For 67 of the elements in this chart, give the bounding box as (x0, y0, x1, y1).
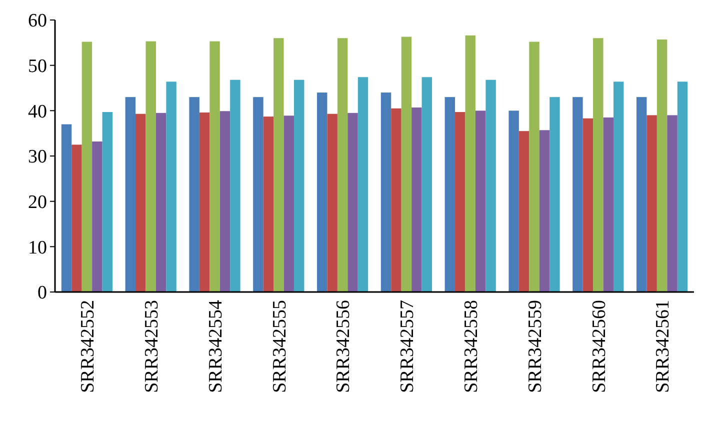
bar (166, 82, 176, 292)
bar (677, 82, 688, 292)
bar (539, 130, 550, 292)
y-tick-label: 40 (28, 101, 47, 122)
x-tick-label: SRR342555 (269, 300, 290, 393)
bar (465, 35, 476, 292)
x-tick-label: SRR342559 (524, 300, 546, 393)
bar (61, 124, 72, 292)
bar (646, 115, 657, 292)
bar (327, 114, 338, 292)
y-tick-label: 30 (28, 146, 47, 168)
bar (636, 97, 647, 292)
y-tick-label: 0 (38, 282, 47, 304)
bar (294, 80, 304, 292)
bar (136, 114, 146, 292)
bar (667, 115, 678, 292)
x-tick-label: SRR342556 (333, 300, 354, 393)
bar (603, 117, 614, 292)
bar (593, 38, 604, 292)
bar (444, 97, 456, 292)
bar (422, 77, 432, 292)
x-tick-label: SRR342561 (652, 300, 674, 393)
bar (189, 97, 200, 292)
bar (656, 39, 668, 292)
y-tick-label: 60 (28, 10, 47, 32)
bar (253, 97, 264, 292)
bar (284, 116, 294, 292)
x-tick-label: SRR342553 (142, 300, 162, 393)
bar (582, 118, 594, 292)
y-tick-label: 50 (28, 56, 47, 77)
bar (92, 141, 102, 292)
bar (82, 42, 92, 292)
bar (358, 77, 368, 292)
x-tick-label: SRR342557 (397, 300, 418, 393)
bar (401, 36, 412, 292)
bar (337, 38, 348, 292)
bar (125, 97, 136, 292)
y-tick-label: 20 (28, 192, 47, 213)
bar (475, 110, 486, 292)
bar (263, 116, 274, 292)
x-tick-label: SRR342554 (205, 300, 226, 393)
bar (412, 107, 422, 292)
bar (613, 82, 624, 292)
bar (220, 111, 230, 292)
x-tick-label: SRR342558 (461, 300, 482, 393)
x-tick-label: SRR342560 (588, 300, 610, 393)
bar (391, 108, 402, 292)
bar (230, 80, 240, 292)
bar (72, 144, 82, 292)
bar (529, 42, 540, 292)
bar (348, 112, 358, 292)
bar (380, 92, 392, 292)
bar (550, 97, 560, 292)
bar (156, 112, 166, 292)
bar (572, 97, 583, 292)
bar (102, 112, 113, 292)
bar (146, 41, 156, 292)
bar (199, 112, 210, 292)
bar (210, 41, 220, 292)
bar (508, 110, 519, 292)
y-tick-label: 10 (28, 237, 47, 258)
bar (486, 80, 496, 292)
x-tick-label: SRR342552 (78, 300, 99, 393)
bar (518, 131, 530, 292)
bar (274, 38, 284, 292)
bar (316, 92, 328, 292)
bar (455, 112, 466, 292)
